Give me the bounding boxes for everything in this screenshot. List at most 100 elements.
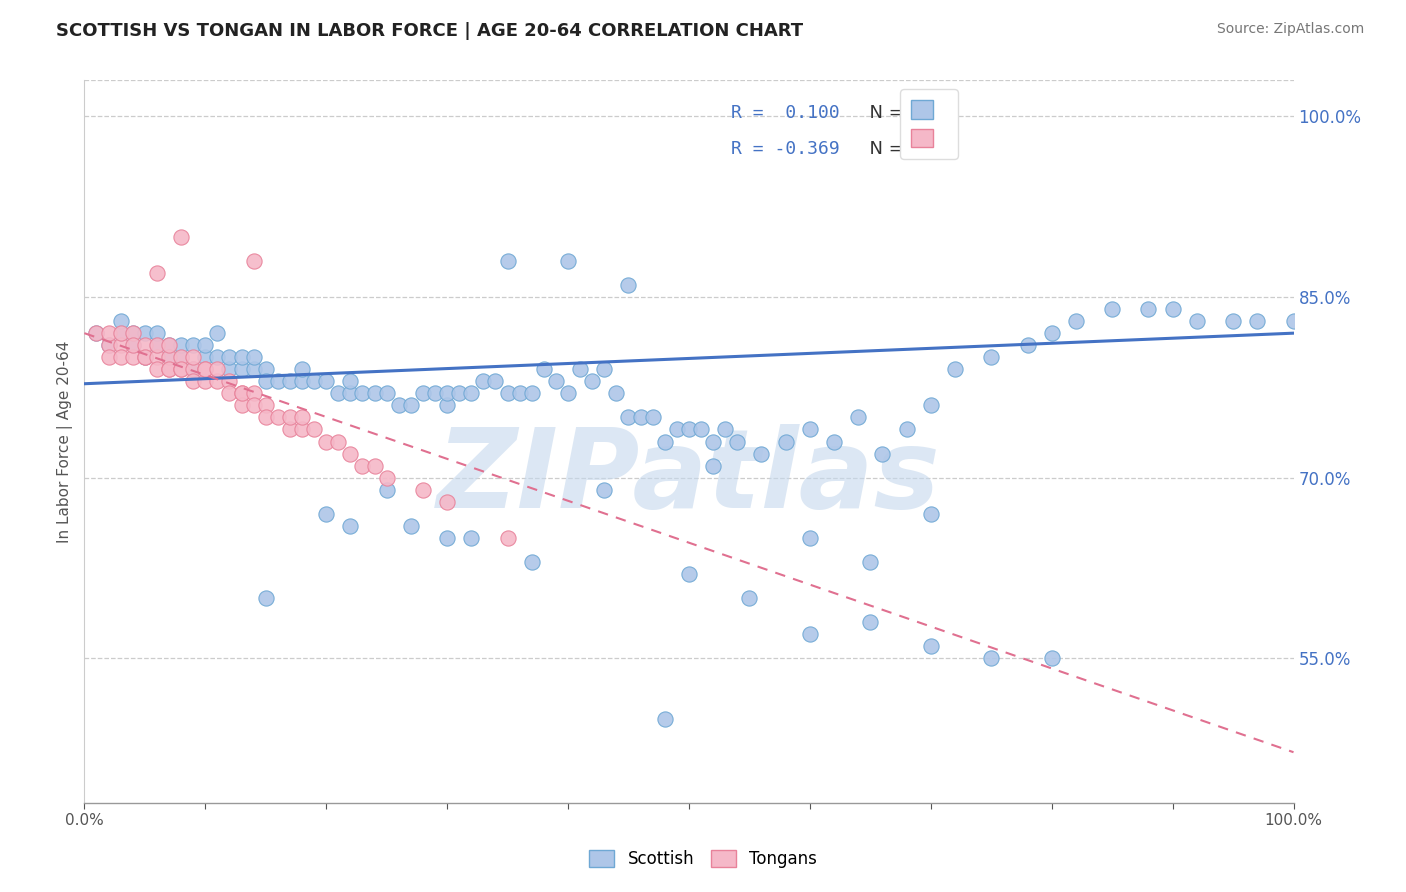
Point <box>363 386 385 401</box>
Point <box>218 350 240 364</box>
Point <box>194 350 217 364</box>
Point <box>110 350 132 364</box>
Point <box>170 362 193 376</box>
Point <box>207 350 229 364</box>
Point <box>799 423 821 437</box>
Point <box>157 350 180 364</box>
Point <box>254 375 277 389</box>
Point <box>194 375 217 389</box>
Text: N = 114: N = 114 <box>858 103 943 122</box>
Point <box>569 362 592 376</box>
Point <box>630 410 652 425</box>
Point <box>449 386 471 401</box>
Point <box>920 507 942 521</box>
Point <box>702 458 724 473</box>
Point <box>472 375 495 389</box>
Point <box>920 398 942 412</box>
Point <box>1246 314 1268 328</box>
Point <box>121 326 143 341</box>
Point <box>146 338 169 352</box>
Point <box>181 338 204 352</box>
Point <box>533 362 555 376</box>
Point <box>363 458 385 473</box>
Point <box>423 386 446 401</box>
Point <box>110 338 132 352</box>
Point <box>980 651 1002 665</box>
Point <box>1040 651 1063 665</box>
Point <box>920 639 942 653</box>
Legend: Scottish, Tongans: Scottish, Tongans <box>582 843 824 875</box>
Point <box>170 338 193 352</box>
Point <box>665 423 688 437</box>
Point <box>1282 314 1305 328</box>
Text: R = -0.369: R = -0.369 <box>731 140 839 158</box>
Point <box>544 375 567 389</box>
Text: Source: ZipAtlas.com: Source: ZipAtlas.com <box>1216 22 1364 37</box>
Point <box>593 362 616 376</box>
Point <box>267 410 290 425</box>
Point <box>714 423 737 437</box>
Point <box>352 386 374 401</box>
Point <box>654 434 676 449</box>
Point <box>291 423 314 437</box>
Point <box>146 326 169 341</box>
Point <box>520 555 543 569</box>
Point <box>157 350 180 364</box>
Point <box>194 338 217 352</box>
Point <box>328 386 350 401</box>
Point <box>110 314 132 328</box>
Point <box>278 423 301 437</box>
Point <box>617 277 640 292</box>
Point <box>605 386 627 401</box>
Point <box>1064 314 1087 328</box>
Point <box>97 326 120 341</box>
Point <box>980 350 1002 364</box>
Point <box>157 338 180 352</box>
Point <box>641 410 664 425</box>
Point <box>375 471 398 485</box>
Point <box>181 350 204 364</box>
Point <box>291 410 314 425</box>
Point <box>134 350 156 364</box>
Point <box>399 398 422 412</box>
Point <box>617 410 640 425</box>
Point <box>654 712 676 726</box>
Point <box>557 386 579 401</box>
Point <box>328 434 350 449</box>
Point <box>242 350 264 364</box>
Point <box>242 386 264 401</box>
Point <box>678 567 700 582</box>
Legend: , : , <box>900 89 957 159</box>
Point <box>267 375 290 389</box>
Point <box>702 434 724 449</box>
Point <box>557 253 579 268</box>
Point <box>134 326 156 341</box>
Text: N = 57: N = 57 <box>858 140 932 158</box>
Point <box>97 350 120 364</box>
Point <box>593 483 616 497</box>
Point <box>110 326 132 341</box>
Point <box>412 386 434 401</box>
Point <box>751 447 773 461</box>
Point <box>496 253 519 268</box>
Point <box>146 362 169 376</box>
Point <box>134 338 156 352</box>
Point <box>896 423 918 437</box>
Point <box>170 350 193 364</box>
Point <box>302 375 325 389</box>
Point <box>242 253 264 268</box>
Point <box>436 494 458 508</box>
Point <box>509 386 531 401</box>
Point <box>581 375 603 389</box>
Point <box>146 266 169 280</box>
Point <box>302 423 325 437</box>
Point <box>1017 338 1039 352</box>
Point <box>339 519 361 533</box>
Point <box>1137 301 1160 317</box>
Point <box>872 447 894 461</box>
Point <box>339 375 361 389</box>
Point <box>146 350 169 364</box>
Point <box>291 362 314 376</box>
Point <box>121 338 143 352</box>
Text: ZIPatlas: ZIPatlas <box>437 425 941 531</box>
